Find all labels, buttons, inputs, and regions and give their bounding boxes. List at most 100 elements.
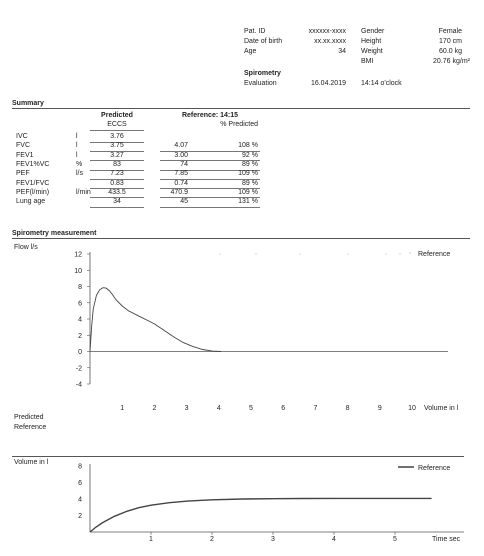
volume-x-tick-label: 4 (332, 536, 336, 543)
summary-reference-value: 0.74 (174, 179, 188, 187)
height-value: 170 cm (439, 38, 462, 45)
flow-y-tick-label: 4 (78, 317, 82, 324)
evaluation-date: 16.04.2019 (310, 80, 346, 87)
flow-x-axis-label: Volume in l (424, 405, 459, 412)
volume-y-tick-label: 4 (78, 497, 82, 504)
summary-reference-value: 45 (180, 198, 188, 206)
flow-y-tick-label: -4 (76, 382, 82, 389)
summary-predicted-value: 433.5 (108, 188, 126, 196)
pat-id-label: Pat. ID (244, 28, 266, 35)
percent-header: % Predicted (220, 121, 258, 128)
reference-legend-label: Reference (14, 424, 47, 431)
flow-y-tick-label: 6 (78, 300, 82, 307)
flow-y-tick-label: -2 (76, 365, 82, 372)
summary-predicted-value: 34 (113, 198, 121, 206)
volume-axis-label: Volume in l (14, 459, 49, 466)
summary-param-label: PEF (16, 170, 30, 178)
volume-y-tick-label: 8 (78, 464, 82, 471)
flow-x-tick-label: 6 (281, 405, 285, 412)
measurement-title: Spirometry measurement (12, 230, 97, 237)
flow-x-tick-label: 4 (217, 405, 221, 412)
summary-reference-value: 7.85 (174, 170, 188, 178)
volume-y-tick-label: 2 (78, 513, 82, 520)
bmi-label: BMI (361, 58, 374, 65)
flow-x-tick-label: 5 (249, 405, 253, 412)
volume-time-top-rule (12, 456, 464, 457)
summary-reference-underline (160, 160, 260, 162)
reference-header: Reference: 14:15 (181, 112, 239, 119)
dob-value: xx.xx.xxxx (314, 38, 346, 45)
flow-y-tick-label: 10 (74, 268, 82, 275)
summary-percent-value: 89 % (242, 179, 258, 187)
weight-label: Weight (361, 48, 383, 55)
flow-x-tick-label: 3 (185, 405, 189, 412)
flow-x-tick-label: 10 (408, 405, 416, 412)
volume-time-chart: Volume in l 8 6 4 2 1 2 3 4 5 Time sec Reference (14, 459, 464, 543)
evaluation-label: Evaluation (244, 80, 277, 87)
summary-predicted-underline (90, 206, 144, 208)
flow-legend-label: Reference (418, 251, 450, 258)
summary-predicted-value: 3.75 (110, 142, 124, 150)
summary-unit: l/min (76, 188, 91, 196)
summary-percent-value: 109 % (238, 170, 258, 178)
summary-predicted-underline (90, 160, 144, 162)
volume-y-tick-label: 6 (78, 480, 82, 487)
summary-title: Summary (12, 100, 44, 107)
flow-x-tick-label: 7 (313, 405, 317, 412)
summary-reference-value: 4.07 (174, 142, 188, 150)
volume-x-axis-label: Time sec (432, 536, 461, 543)
flow-reference-line (89, 287, 222, 352)
flow-predicted-dot (399, 253, 401, 255)
flow-predicted-dot (385, 253, 387, 255)
volume-reference-line (89, 497, 432, 533)
flow-y-tick-label: 8 (78, 284, 82, 291)
summary-reference-underline (160, 188, 260, 190)
gender-value: Female (438, 28, 462, 35)
summary-predicted-value: 7.23 (110, 170, 124, 178)
summary-unit: l (76, 133, 78, 140)
summary-predicted-underline (90, 197, 144, 199)
weight-value: 60.0 kg (439, 48, 462, 55)
summary-predicted-underline (90, 169, 144, 171)
volume-x-tick-label: 3 (271, 536, 275, 543)
summary-reference-value: 470.9 (170, 188, 188, 196)
summary-unit: % (76, 160, 83, 168)
summary-predicted-underline (90, 178, 144, 180)
summary-unit: l (76, 142, 78, 150)
summary-divider (12, 108, 470, 109)
flow-predicted-dot (347, 253, 349, 255)
flow-axis-label: Flow l/s (14, 244, 38, 251)
height-label: Height (361, 38, 382, 45)
volume-x-tick-label: 2 (210, 536, 214, 543)
flow-predicted-dot (219, 253, 221, 255)
summary-percent-value: 92 % (242, 151, 258, 159)
summary-predicted-value: 0.83 (110, 179, 124, 187)
flow-x-tick-label: 2 (152, 405, 156, 412)
summary-reference-value: 3.00 (174, 151, 188, 159)
summary-unit: l/s (76, 170, 83, 178)
summary-param-label: FEV1%VC (16, 160, 50, 168)
volume-x-tick-label: 1 (149, 536, 153, 543)
summary-predicted-underline (90, 150, 144, 152)
age-label: Age (244, 48, 257, 55)
summary-param-label: FEV1/FVC (16, 179, 50, 187)
volume-legend-label: Reference (418, 465, 450, 472)
predicted-sub-header: ECCS (107, 121, 127, 128)
summary-predicted-underline (90, 188, 144, 190)
predicted-header: Predicted (101, 112, 133, 119)
summary-percent-value: 89 % (242, 160, 258, 168)
flow-y-tick-label: 0 (78, 349, 82, 356)
flow-legend-marker (409, 252, 411, 254)
spirometry-label: Spirometry (244, 70, 281, 77)
flow-y-tick-label: 2 (78, 333, 82, 340)
summary-reference-value: 74 (180, 160, 188, 168)
predicted-legend-label: Predicted (14, 414, 44, 421)
summary-param-label: Lung age (16, 198, 46, 206)
summary-predicted-value: 83 (113, 160, 121, 168)
summary-unit: l (76, 151, 78, 159)
gender-label: Gender (361, 28, 385, 35)
summary-param-label: FVC (16, 142, 30, 150)
flow-predicted-dot (299, 253, 301, 255)
summary-param-label: PEF(l/min) (16, 188, 50, 196)
